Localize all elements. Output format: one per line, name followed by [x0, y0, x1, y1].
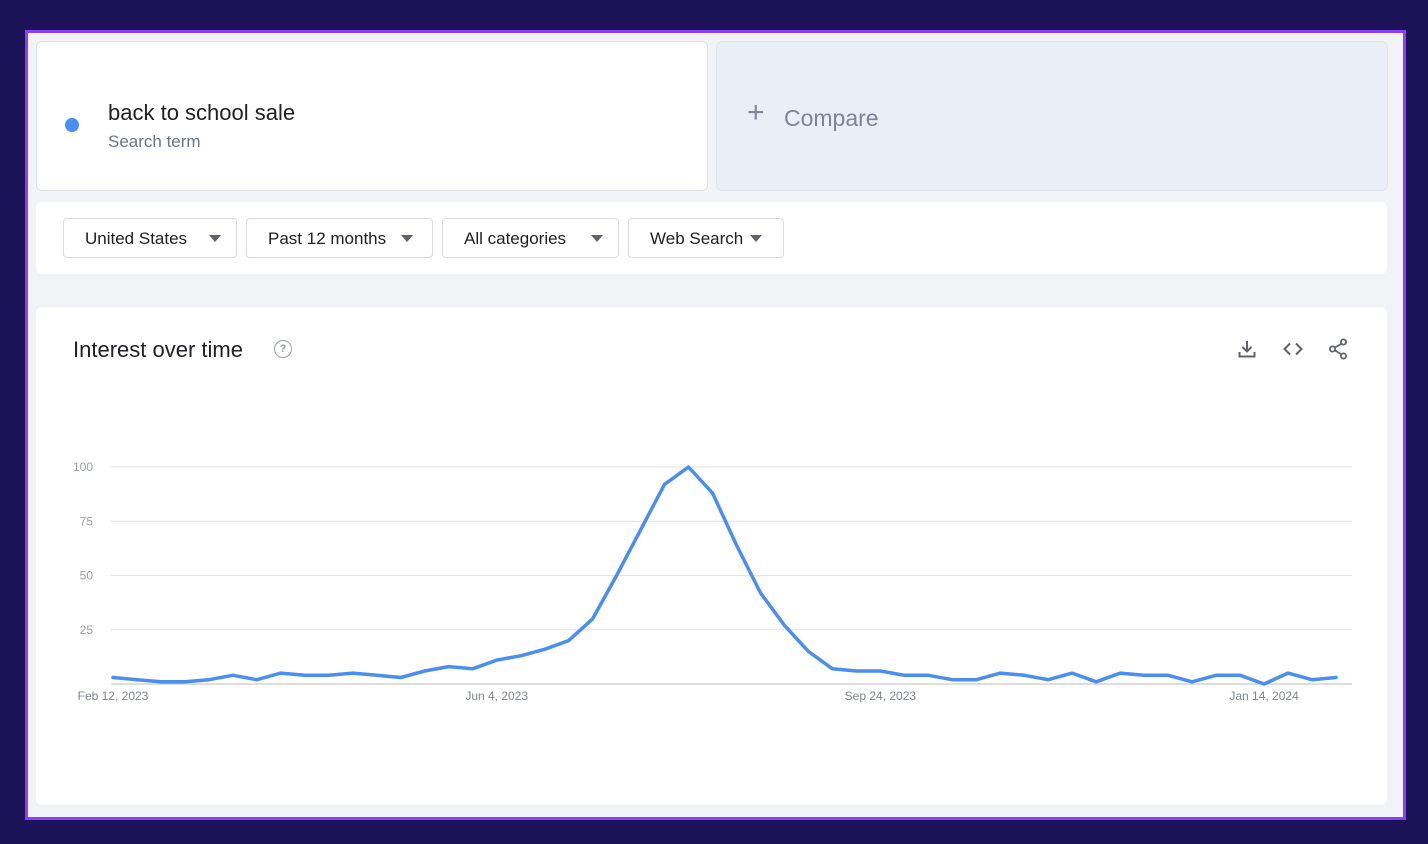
y-tick-label: 50 [80, 569, 94, 583]
data-point [830, 667, 834, 671]
data-point [351, 671, 355, 675]
data-point [183, 680, 187, 684]
data-point [255, 678, 259, 682]
data-point [1262, 682, 1266, 686]
data-point [1166, 673, 1170, 677]
chart-title: Interest over time [73, 337, 243, 362]
x-tick-label: Jan 14, 2024 [1229, 689, 1299, 703]
data-point [447, 665, 451, 669]
y-tick-label: 25 [80, 623, 94, 637]
search-type-dropdown-label: Web Search [650, 229, 744, 248]
data-point [471, 667, 475, 671]
interest-over-time-card: Interest over time ? 25 50 75 100 Feb 12, 20… [36, 307, 1387, 805]
data-point [615, 574, 619, 578]
data-point [950, 678, 954, 682]
share-icon[interactable] [1326, 337, 1350, 361]
data-point [1070, 671, 1074, 675]
data-point [974, 678, 978, 682]
series-line [111, 465, 1338, 686]
category-dropdown[interactable]: All categories [442, 218, 619, 258]
data-point [279, 671, 283, 675]
data-point [1214, 673, 1218, 677]
data-point [423, 669, 427, 673]
data-point [1190, 680, 1194, 684]
data-point [1094, 680, 1098, 684]
data-point [663, 482, 667, 486]
filter-bar: United States Past 12 months All categor… [36, 202, 1387, 274]
data-point [639, 528, 643, 532]
data-point [902, 673, 906, 677]
data-point [591, 617, 595, 621]
data-point [711, 491, 715, 495]
series-color-dot [65, 118, 79, 132]
data-point [998, 671, 1002, 675]
data-point [375, 673, 379, 677]
search-term-card[interactable]: back to school sale Search term [36, 41, 708, 191]
data-point [734, 543, 738, 547]
plus-icon: + [747, 96, 765, 129]
compare-button[interactable]: + Compare [716, 41, 1388, 191]
data-point [687, 465, 691, 469]
data-point [207, 678, 211, 682]
time-range-dropdown[interactable]: Past 12 months [246, 218, 433, 258]
compare-label: Compare [784, 105, 879, 131]
data-point [854, 669, 858, 673]
time-range-dropdown-label: Past 12 months [268, 229, 387, 248]
x-tick-label: Feb 12, 2023 [78, 689, 149, 703]
data-point [111, 675, 115, 679]
dropdown-arrow-icon [591, 235, 603, 242]
data-point [878, 669, 882, 673]
region-dropdown[interactable]: United States [63, 218, 237, 258]
data-point [135, 678, 139, 682]
data-point [543, 647, 547, 651]
dropdown-arrow-icon [750, 235, 762, 242]
data-point [1142, 673, 1146, 677]
data-point [327, 673, 331, 677]
search-type-dropdown[interactable]: Web Search [628, 218, 784, 258]
data-point [399, 675, 403, 679]
data-point [1286, 671, 1290, 675]
data-point [758, 591, 762, 595]
data-point [303, 673, 307, 677]
data-point [782, 623, 786, 627]
data-point [567, 639, 571, 643]
data-point [519, 654, 523, 658]
search-term-title: back to school sale [108, 100, 296, 125]
data-point [1334, 675, 1338, 679]
data-point [231, 673, 235, 677]
search-term-subtitle: Search term [108, 132, 201, 151]
data-point [1310, 678, 1314, 682]
data-point [159, 680, 163, 684]
data-point [1118, 671, 1122, 675]
data-point [495, 658, 499, 662]
x-tick-label: Sep 24, 2023 [845, 689, 917, 703]
embed-code-icon[interactable] [1281, 337, 1305, 361]
x-tick-label: Jun 4, 2023 [465, 689, 528, 703]
y-tick-label: 75 [80, 514, 94, 528]
y-tick-label: 100 [73, 460, 93, 474]
data-point [926, 673, 930, 677]
data-point [1022, 673, 1026, 677]
data-point [806, 649, 810, 653]
trends-panel: back to school sale Search term + Compar… [25, 30, 1406, 820]
region-dropdown-label: United States [85, 229, 188, 248]
dropdown-arrow-icon [209, 235, 221, 242]
category-dropdown-label: All categories [464, 229, 567, 248]
help-icon[interactable]: ? [274, 340, 292, 358]
data-point [1046, 678, 1050, 682]
interest-line-chart: 25 50 75 100 Feb 12, 2023 Jun 4, 2023 Sep 24, … [73, 460, 1352, 703]
data-point [1238, 673, 1242, 677]
dropdown-arrow-icon [401, 235, 413, 242]
download-icon[interactable] [1235, 337, 1259, 361]
